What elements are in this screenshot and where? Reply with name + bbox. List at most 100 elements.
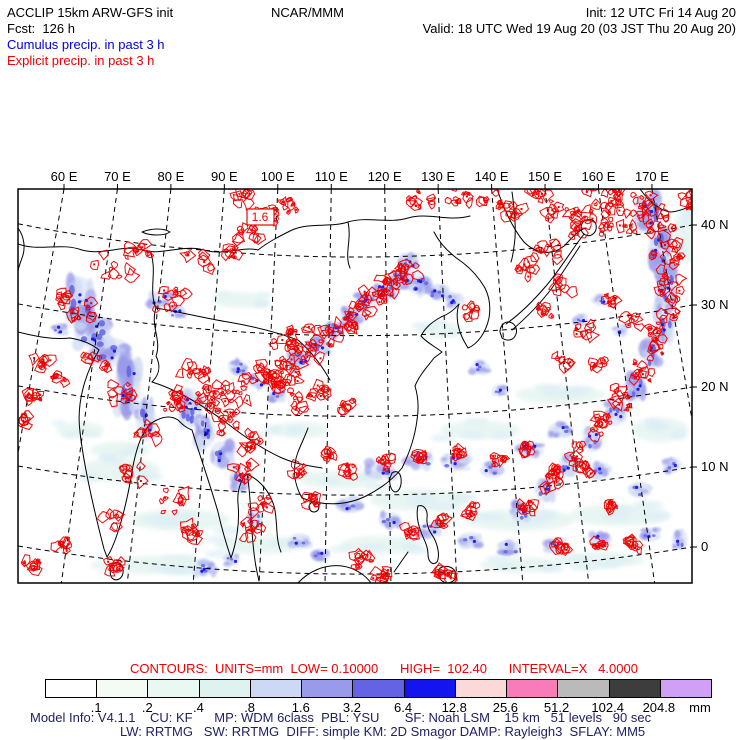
explicit-precip-contour (579, 460, 590, 470)
explicit-precip-contour (285, 340, 300, 351)
explicit-precip-contour (438, 522, 445, 528)
explicit-precip-contour (240, 385, 248, 391)
explicit-precip-contour (600, 209, 611, 219)
explicit-precip-contour (235, 465, 239, 470)
explicit-precip-contour (55, 291, 62, 301)
explicit-precip-contour (417, 449, 428, 461)
explicit-precip-contour (537, 240, 550, 255)
explicit-precip-dot (90, 302, 93, 305)
explicit-precip-dot (196, 401, 199, 404)
explicit-precip-dot (388, 289, 391, 292)
explicit-precip-dot (527, 275, 530, 278)
explicit-precip-contour (685, 189, 692, 206)
cumulus-precip-core (463, 538, 468, 542)
explicit-precip-dot (348, 315, 351, 318)
explicit-precip-dot (59, 542, 62, 544)
coastline-honshu-1 (505, 233, 585, 325)
explicit-precip-contour (580, 189, 593, 198)
explicit-precip-dot (635, 315, 638, 318)
explicit-precip-contour (590, 361, 597, 372)
explicit-precip-contour (570, 210, 583, 223)
cumulus-precip-blob (112, 399, 124, 418)
light-precip-wash (564, 555, 592, 563)
explicit-precip-dot (618, 209, 621, 212)
light-precip-wash (204, 550, 232, 558)
light-precip-wash (365, 482, 390, 491)
explicit-precip-dot (618, 403, 621, 406)
explicit-precip-contour (38, 354, 49, 365)
meridian-line (18, 189, 65, 457)
explicit-precip-dot (176, 391, 179, 394)
cumulus-precip-blob (234, 553, 239, 559)
explicit-precip-contour (362, 294, 373, 305)
explicit-precip-dot (576, 455, 578, 458)
colorbar-cell (353, 680, 405, 697)
cumulus-precip-blob (594, 297, 599, 302)
explicit-precip-contour (212, 390, 221, 399)
explicit-precip-contour (74, 314, 81, 321)
cumulus-precip-core (241, 369, 245, 373)
lat-tick-label: 0 (701, 539, 708, 554)
explicit-precip-contour (298, 467, 306, 475)
explicit-precip-contour (591, 364, 598, 369)
cumulus-precip-blob (268, 394, 277, 403)
light-precip-wash (160, 554, 197, 562)
explicit-precip-contour (284, 343, 292, 353)
explicit-precip-dot (406, 533, 408, 536)
explicit-precip-contour (56, 287, 67, 296)
explicit-precip-contour (404, 531, 411, 541)
explicit-precip-dot (627, 324, 630, 327)
lon-tick-label: 120 E (368, 169, 402, 184)
heavy-precip-pink-speck (187, 404, 192, 409)
explicit-precip-contour (645, 202, 657, 217)
explicit-precip-contour (607, 222, 614, 228)
explicit-precip-contour (163, 407, 168, 413)
explicit-precip-contour (383, 276, 393, 285)
explicit-precip-contour (517, 504, 528, 516)
explicit-precip-contour (272, 382, 282, 394)
explicit-precip-contour (122, 246, 136, 258)
explicit-precip-contour (241, 371, 253, 380)
explicit-precip-dot (610, 200, 613, 202)
coastline-luzon (416, 505, 439, 565)
explicit-precip-contour (666, 291, 679, 308)
explicit-precip-dot (648, 222, 651, 225)
explicit-precip-dot (294, 408, 297, 411)
explicit-precip-dot (384, 468, 387, 470)
explicit-precip-contour (674, 294, 681, 304)
colorbar-cell (609, 680, 661, 697)
explicit-precip-contour (275, 332, 290, 345)
explicit-precip-contour (418, 451, 428, 461)
cumulus-precip-max (217, 459, 221, 463)
explicit-precip-contour (136, 461, 146, 471)
cumulus-precip-max (259, 383, 264, 387)
explicit-precip-dot (387, 569, 389, 572)
explicit-precip-contour (105, 507, 115, 520)
light-precip-wash (149, 564, 186, 572)
explicit-precip-dot (246, 445, 249, 448)
cumulus-precip-max (614, 412, 618, 416)
explicit-precip-contour (277, 380, 286, 390)
lat-tick-label: 30 N (701, 297, 728, 312)
cumulus-precip-max (193, 406, 198, 411)
explicit-precip-contour (115, 274, 123, 279)
explicit-precip-dot (635, 372, 637, 375)
explicit-precip-contour (689, 199, 692, 206)
explicit-precip-dot (633, 377, 636, 380)
cumulus-precip-blob (468, 367, 476, 375)
explicit-precip-contour (429, 518, 443, 529)
explicit-precip-contour (211, 379, 226, 390)
explicit-precip-contour (532, 191, 544, 200)
explicit-precip-contour (261, 373, 274, 382)
explicit-precip-contour (383, 452, 396, 465)
cumulus-precip-max (596, 534, 600, 538)
cumulus-precip-core (609, 407, 613, 413)
explicit-precip-dot (308, 343, 311, 345)
explicit-precip-contour (279, 369, 284, 375)
explicit-precip-contour (406, 195, 414, 202)
explicit-precip-dot (246, 399, 249, 402)
cumulus-precip-core (350, 504, 356, 508)
explicit-precip-dot (648, 379, 651, 382)
explicit-precip-dot (224, 400, 227, 403)
explicit-precip-contour (579, 440, 587, 450)
